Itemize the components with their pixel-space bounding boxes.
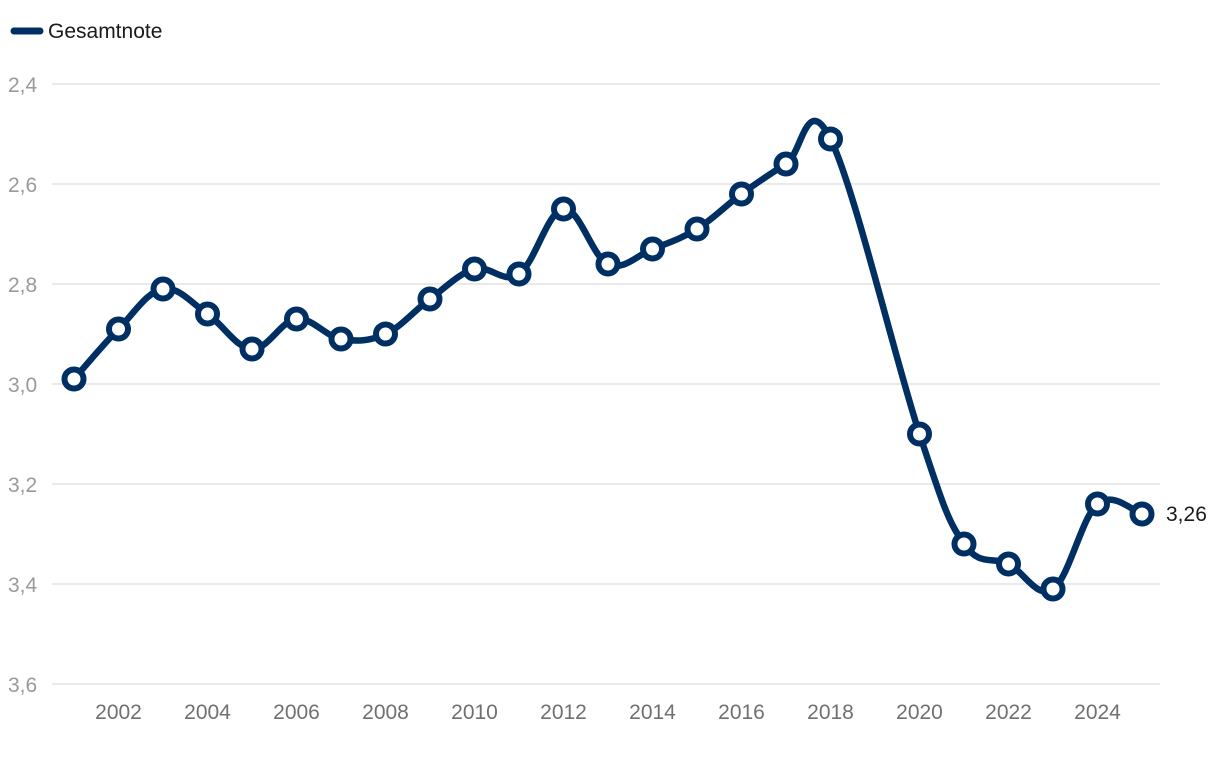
data-point (818, 126, 843, 152)
legend: Gesamtnote (10, 20, 162, 43)
data-point (328, 326, 354, 352)
x-tick-label: 2008 (362, 701, 409, 724)
x-tick-label: 2018 (807, 701, 854, 724)
data-point (684, 216, 710, 242)
data-point (417, 286, 443, 312)
data-point (907, 421, 932, 447)
data-point (996, 551, 1021, 577)
x-tick-label: 2024 (1074, 701, 1121, 724)
x-tick-label: 2016 (718, 701, 765, 724)
data-point (773, 151, 799, 177)
data-point (1129, 501, 1155, 527)
data-point (595, 251, 621, 277)
y-tick-label: 3,4 (8, 574, 38, 597)
data-label-last: 3,26 (1166, 503, 1207, 526)
data-point (106, 316, 131, 342)
data-point (551, 196, 576, 222)
x-tick-label: 2022 (985, 701, 1032, 724)
series-gesamtnote (61, 117, 1155, 602)
data-point (1040, 576, 1066, 602)
x-tick-label: 2006 (273, 701, 320, 724)
x-tick-label: 2004 (184, 701, 231, 724)
x-tick-label: 2002 (95, 701, 142, 724)
y-tick-label: 3,0 (8, 374, 37, 397)
legend-label: Gesamtnote (48, 20, 162, 43)
data-point (951, 531, 977, 557)
x-tick-label: 2010 (451, 701, 498, 724)
data-point (61, 366, 87, 392)
x-tick-label: 2014 (629, 701, 676, 724)
data-point (506, 261, 532, 287)
data-point (462, 256, 487, 282)
data-point (729, 181, 754, 207)
series-line (70, 117, 1146, 595)
x-tick-label: 2012 (540, 701, 587, 724)
y-tick-label: 2,8 (8, 274, 37, 297)
data-point (239, 336, 265, 362)
x-tick-label: 2020 (896, 701, 943, 724)
data-point (150, 276, 176, 302)
data-point (373, 321, 398, 347)
data-point (1085, 491, 1110, 517)
y-axis: 2,4 2,6 2,8 3,0 3,2 3,4 3,6 (8, 74, 38, 697)
y-tick-label: 2,6 (8, 174, 37, 197)
data-point (640, 236, 665, 262)
grid (52, 83, 1160, 685)
y-tick-label: 3,2 (8, 474, 37, 497)
data-point (284, 306, 309, 332)
y-tick-label: 3,6 (8, 674, 37, 697)
y-tick-label: 2,4 (8, 74, 38, 97)
x-axis: 2002 2004 2006 2008 2010 2012 2014 2016 2018 2020… (95, 701, 1121, 724)
data-point (195, 301, 220, 327)
